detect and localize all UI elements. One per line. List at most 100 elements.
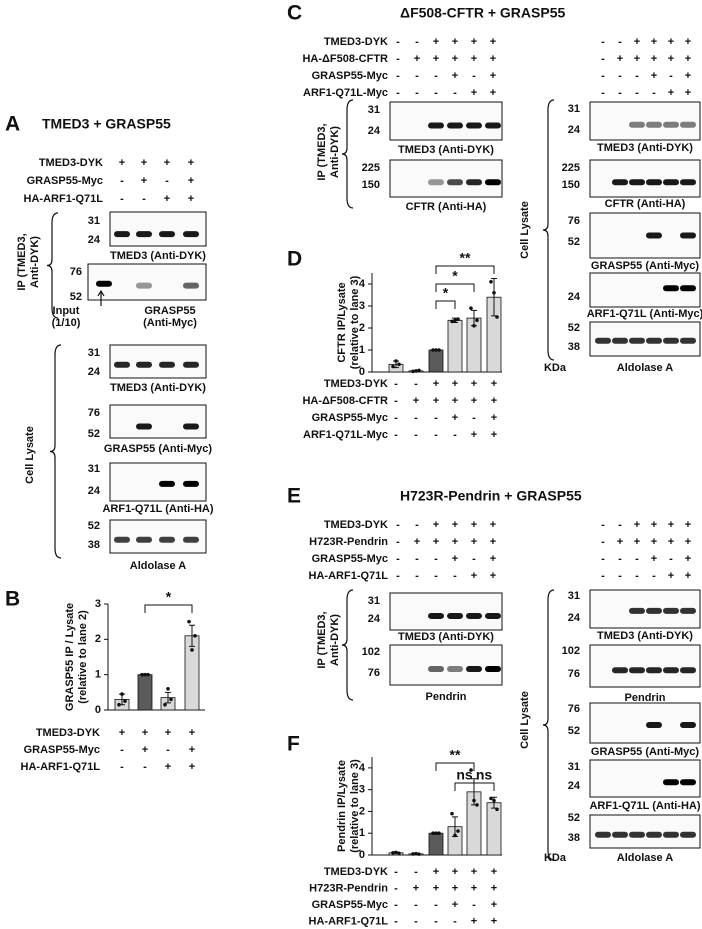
condition-sign: +	[651, 519, 657, 531]
input-note: Input	[53, 305, 80, 317]
panel-label: A	[5, 113, 20, 136]
y-tick-label: 3	[95, 598, 101, 610]
condition-sign: -	[434, 87, 438, 99]
panel-title: ΔF508-CFTR + GRASP55	[400, 5, 565, 21]
condition-sign: +	[452, 899, 458, 911]
condition-sign: +	[452, 378, 458, 390]
condition-sign: +	[491, 866, 497, 878]
band	[595, 831, 611, 838]
data-point	[469, 768, 473, 772]
band	[159, 231, 175, 238]
band	[428, 122, 444, 129]
band	[447, 179, 463, 186]
band	[183, 361, 199, 368]
y-tick-label: 2	[359, 322, 365, 334]
blot-caption: GRASP55 (Anti-Myc)	[591, 260, 700, 272]
mw-marker: 24	[88, 234, 101, 246]
condition-sign: +	[188, 157, 194, 169]
condition-sign: +	[119, 157, 125, 169]
data-point	[475, 318, 479, 323]
input-note: (1/10)	[52, 317, 81, 329]
condition-sign: -	[120, 193, 124, 205]
significance-label: *	[452, 268, 458, 284]
blot-caption: ARF1-Q71L (Anti-Myc)	[587, 308, 702, 320]
significance-label: **	[450, 747, 461, 763]
condition-sign: +	[433, 536, 439, 548]
data-point	[394, 359, 398, 363]
condition-sign: +	[685, 36, 691, 48]
condition-sign: +	[188, 193, 194, 205]
blot	[589, 814, 701, 849]
condition-sign: -	[453, 915, 457, 927]
blot	[589, 101, 701, 141]
condition-sign: -	[434, 553, 438, 565]
bracket	[341, 589, 354, 701]
condition-label: HA-ARF1-Q71L	[309, 570, 389, 582]
band	[646, 722, 662, 728]
condition-label: HA-ΔF508-CFTR	[302, 395, 388, 407]
band	[680, 607, 696, 614]
condition-sign: -	[394, 866, 398, 878]
mw-marker: 31	[568, 103, 580, 115]
band	[612, 667, 628, 674]
mw-marker: 52	[568, 812, 580, 824]
blot-caption: CFTR (Anti-HA)	[406, 201, 487, 213]
condition-sign: -	[394, 915, 398, 927]
condition-label: TMED3-DYK	[324, 866, 388, 878]
condition-sign: -	[618, 70, 622, 82]
mw-marker: 76	[70, 266, 82, 278]
condition-sign: +	[490, 570, 496, 582]
data-point	[456, 829, 460, 833]
condition-sign: -	[396, 553, 400, 565]
data-point	[431, 348, 435, 352]
band	[663, 831, 679, 838]
panel-label: F	[287, 733, 300, 756]
condition-sign: -	[618, 519, 622, 531]
blot-caption: TMED3 (Anti-DYK)	[597, 630, 693, 642]
condition-sign: -	[472, 412, 476, 424]
blot-caption: Pendrin	[625, 692, 666, 704]
condition-sign: +	[668, 87, 674, 99]
condition-sign: -	[394, 899, 398, 911]
kda-label: KDa	[544, 362, 567, 374]
significance-bracket	[435, 300, 456, 309]
data-point	[411, 852, 415, 856]
bracket	[46, 212, 59, 319]
condition-sign: -	[414, 866, 418, 878]
condition-sign: -	[601, 536, 605, 548]
band	[428, 612, 444, 619]
data-point	[163, 702, 167, 707]
significance-label: **	[460, 250, 471, 266]
band	[680, 232, 696, 239]
mw-marker: 52	[568, 236, 580, 248]
condition-sign: -	[601, 570, 605, 582]
condition-label: GRASP55-Myc	[312, 899, 388, 911]
band	[629, 121, 645, 128]
mw-marker: 52	[70, 291, 82, 303]
condition-label: GRASP55-Myc	[24, 744, 100, 756]
mw-marker: 38	[88, 539, 100, 551]
y-tick-label: 1	[95, 669, 101, 681]
condition-sign: -	[415, 570, 419, 582]
band	[646, 337, 662, 344]
significance-bracket	[435, 265, 495, 274]
condition-sign: -	[434, 915, 438, 927]
condition-sign: -	[396, 519, 400, 531]
band	[136, 536, 152, 543]
condition-sign: -	[396, 536, 400, 548]
condition-sign: +	[189, 727, 195, 739]
condition-sign: +	[490, 519, 496, 531]
condition-sign: +	[668, 570, 674, 582]
band	[114, 536, 130, 543]
condition-sign: +	[471, 570, 477, 582]
condition-sign: +	[433, 53, 439, 65]
blot-caption: GRASP55	[144, 305, 195, 317]
condition-sign: +	[490, 536, 496, 548]
condition-sign: -	[415, 87, 419, 99]
arrow	[97, 289, 105, 306]
band	[646, 831, 662, 838]
condition-sign: -	[415, 70, 419, 82]
band	[466, 612, 482, 619]
mw-marker: 31	[368, 595, 380, 607]
data-point	[472, 798, 476, 803]
